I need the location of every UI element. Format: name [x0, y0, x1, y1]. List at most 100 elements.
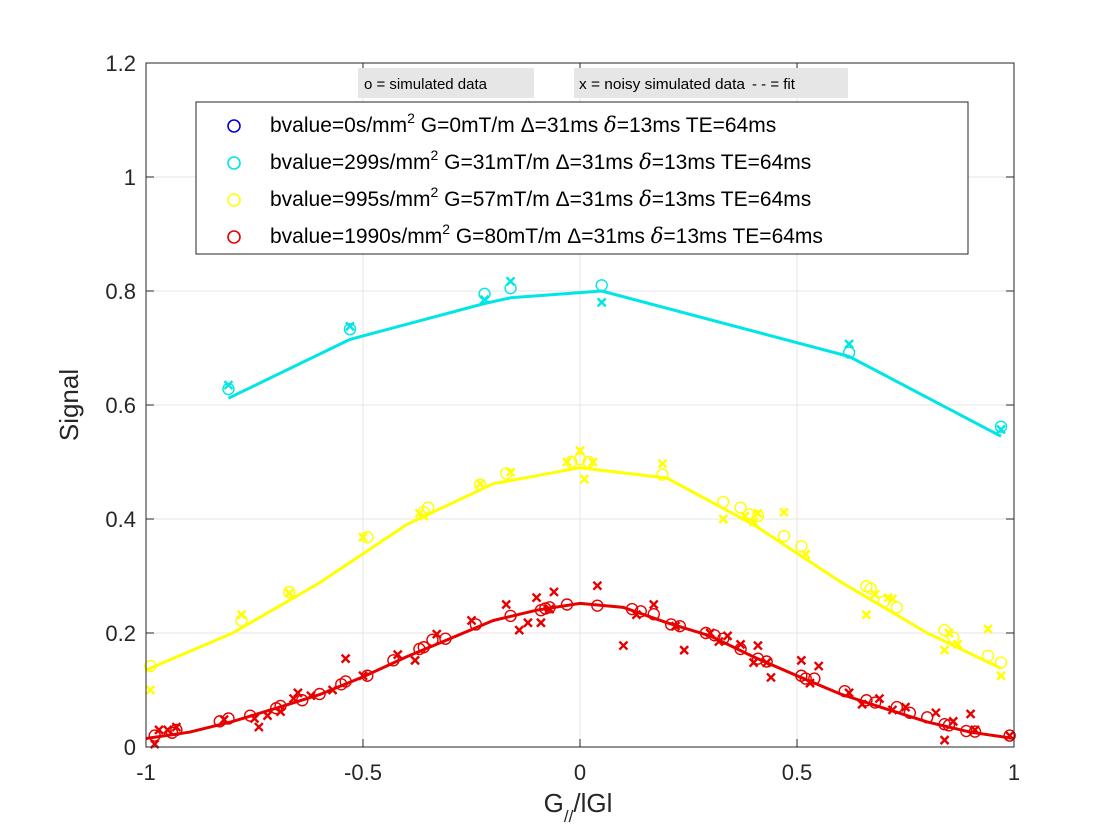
noisy-point	[293, 688, 303, 698]
noisy-point	[579, 474, 590, 484]
noisy-point	[735, 639, 746, 650]
noisy-point	[562, 457, 572, 467]
x-tick-label: -0.5	[344, 760, 382, 785]
noisy-point	[171, 722, 182, 732]
noisy-point	[970, 725, 980, 735]
fit-line-series-1	[227, 289, 1002, 438]
noisy-point	[549, 587, 559, 597]
noisy-point	[748, 657, 759, 668]
noisy-point	[162, 725, 173, 735]
noisy-point	[900, 702, 911, 712]
simulated-point	[994, 656, 1008, 669]
legend-label: bvalue=1990s/mm2 G=80mT/m Δ=31ms δ=13ms …	[270, 221, 823, 248]
simulated-point	[968, 725, 982, 738]
y-tick-label: 1	[124, 165, 136, 190]
simulated-point	[942, 719, 956, 732]
simulated-point	[235, 614, 248, 627]
noisy-point	[748, 517, 759, 527]
noisy-point	[983, 624, 993, 634]
simulated-point	[634, 605, 647, 618]
noisy-point	[262, 710, 273, 721]
simulated-point	[504, 609, 517, 623]
x-label-suffix: /lGl	[573, 788, 612, 818]
noisy-point	[714, 636, 724, 647]
simulated-point	[417, 641, 430, 654]
noisy-point	[544, 604, 555, 614]
noisy-point	[514, 625, 525, 635]
noisy-point	[431, 629, 442, 639]
noisy-point	[596, 297, 607, 308]
legend-label: bvalue=995s/mm2 G=57mT/m Δ=31ms δ=13ms T…	[270, 184, 811, 211]
legend-label: bvalue=299s/mm2 G=31mT/m Δ=31ms δ=13ms T…	[270, 147, 811, 174]
noisy-point	[779, 507, 789, 518]
simulated-point	[795, 540, 808, 553]
simulated-point	[981, 649, 995, 662]
noisy-point	[505, 467, 516, 478]
noisy-point	[670, 621, 681, 632]
noisy-point	[861, 609, 872, 620]
noisy-point	[996, 424, 1006, 435]
noisy-point	[466, 615, 477, 626]
simulated-point	[560, 598, 574, 611]
y-axis-ticks: 0 0.2 0.4 0.6 0.8 1 1.2	[105, 51, 1014, 760]
y-tick-label: 0	[124, 735, 136, 760]
noisy-point	[327, 685, 338, 695]
noisy-point	[944, 628, 954, 638]
simulated-point	[717, 495, 730, 509]
data-markers	[144, 276, 1016, 749]
noisy-point	[592, 580, 603, 591]
noisy-point	[965, 709, 976, 719]
simulated-point	[842, 346, 856, 359]
noisy-point	[145, 685, 156, 695]
noisy-point	[796, 655, 807, 666]
simulated-point	[387, 654, 400, 667]
noisy-point	[722, 631, 733, 641]
y-tick-label: 0.4	[105, 507, 136, 532]
simulated-point	[868, 696, 882, 709]
simulated-point	[656, 468, 669, 481]
noisy-point	[887, 593, 898, 604]
simulated-point	[808, 672, 821, 685]
noisy-point	[392, 649, 403, 660]
noisy-point	[358, 532, 368, 543]
simulated-point	[903, 706, 917, 719]
x-tick-label: 0.5	[782, 760, 813, 785]
noisy-point	[931, 707, 941, 718]
noisy-point	[358, 670, 368, 681]
noisy-point	[952, 639, 963, 650]
noisy-point	[223, 380, 234, 390]
simulated-point	[421, 501, 435, 514]
noisy-point	[523, 617, 533, 628]
noisy-point	[219, 714, 229, 725]
noisy-point	[753, 508, 763, 519]
noisy-point	[844, 339, 854, 349]
noisy-point	[340, 653, 351, 664]
noisy-point	[475, 478, 486, 489]
noisy-point	[479, 294, 490, 305]
noisy-point	[740, 511, 750, 521]
noisy-point	[1004, 730, 1015, 741]
noisy-point	[857, 699, 867, 710]
noisy-point	[536, 617, 546, 628]
simulated-point	[760, 655, 773, 668]
simulated-point	[478, 287, 491, 301]
noisy-point	[844, 688, 854, 698]
simulated-point	[473, 478, 487, 491]
noisy-point	[718, 514, 729, 524]
noisy-point	[253, 722, 264, 732]
legend-marker	[227, 193, 241, 207]
noisy-point	[948, 716, 959, 727]
y-tick-label: 0.2	[105, 621, 136, 646]
annotation-simulated: o = simulated data	[364, 76, 488, 93]
annotation-fit: - - = fit	[752, 76, 796, 93]
fit-line-series-2	[145, 466, 1002, 672]
noisy-point	[996, 670, 1006, 681]
noisy-point	[410, 655, 420, 666]
noisy-point	[939, 735, 950, 746]
annotation-box-noisy-fit	[574, 68, 848, 98]
noisy-point	[887, 705, 898, 715]
simulated-point	[777, 529, 791, 543]
simulated-point	[960, 724, 973, 738]
simulated-point	[469, 618, 483, 631]
